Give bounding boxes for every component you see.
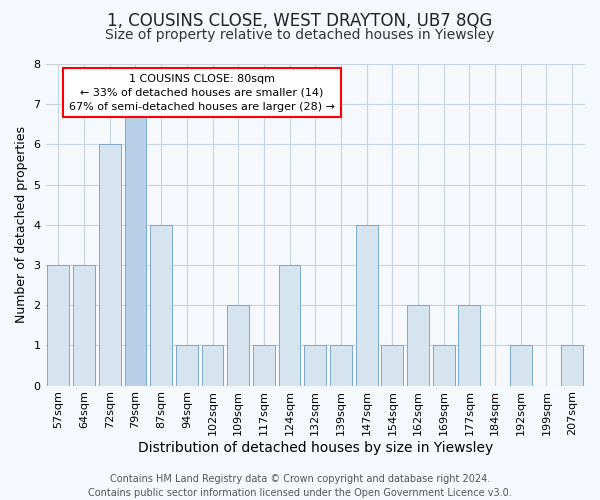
Text: 1, COUSINS CLOSE, WEST DRAYTON, UB7 8QG: 1, COUSINS CLOSE, WEST DRAYTON, UB7 8QG [107, 12, 493, 30]
Bar [510, 346, 532, 386]
Text: 1 COUSINS CLOSE: 80sqm
← 33% of detached houses are smaller (14)
67% of semi-det: 1 COUSINS CLOSE: 80sqm ← 33% of detached… [69, 74, 335, 112]
Bar [356, 225, 377, 386]
Bar [202, 346, 223, 386]
Bar [433, 346, 455, 386]
X-axis label: Distribution of detached houses by size in Yiewsley: Distribution of detached houses by size … [137, 441, 493, 455]
Bar [253, 346, 275, 386]
Bar [176, 346, 198, 386]
Bar [382, 346, 403, 386]
Bar [561, 346, 583, 386]
Bar [99, 144, 121, 386]
Bar [304, 346, 326, 386]
Text: Size of property relative to detached houses in Yiewsley: Size of property relative to detached ho… [106, 28, 494, 42]
Bar [150, 225, 172, 386]
Bar [458, 305, 481, 386]
Y-axis label: Number of detached properties: Number of detached properties [15, 126, 28, 324]
Text: Contains HM Land Registry data © Crown copyright and database right 2024.
Contai: Contains HM Land Registry data © Crown c… [88, 474, 512, 498]
Bar [278, 265, 301, 386]
Bar [227, 305, 249, 386]
Bar [407, 305, 429, 386]
Bar [330, 346, 352, 386]
Bar [73, 265, 95, 386]
Bar [47, 265, 70, 386]
Bar [125, 104, 146, 386]
